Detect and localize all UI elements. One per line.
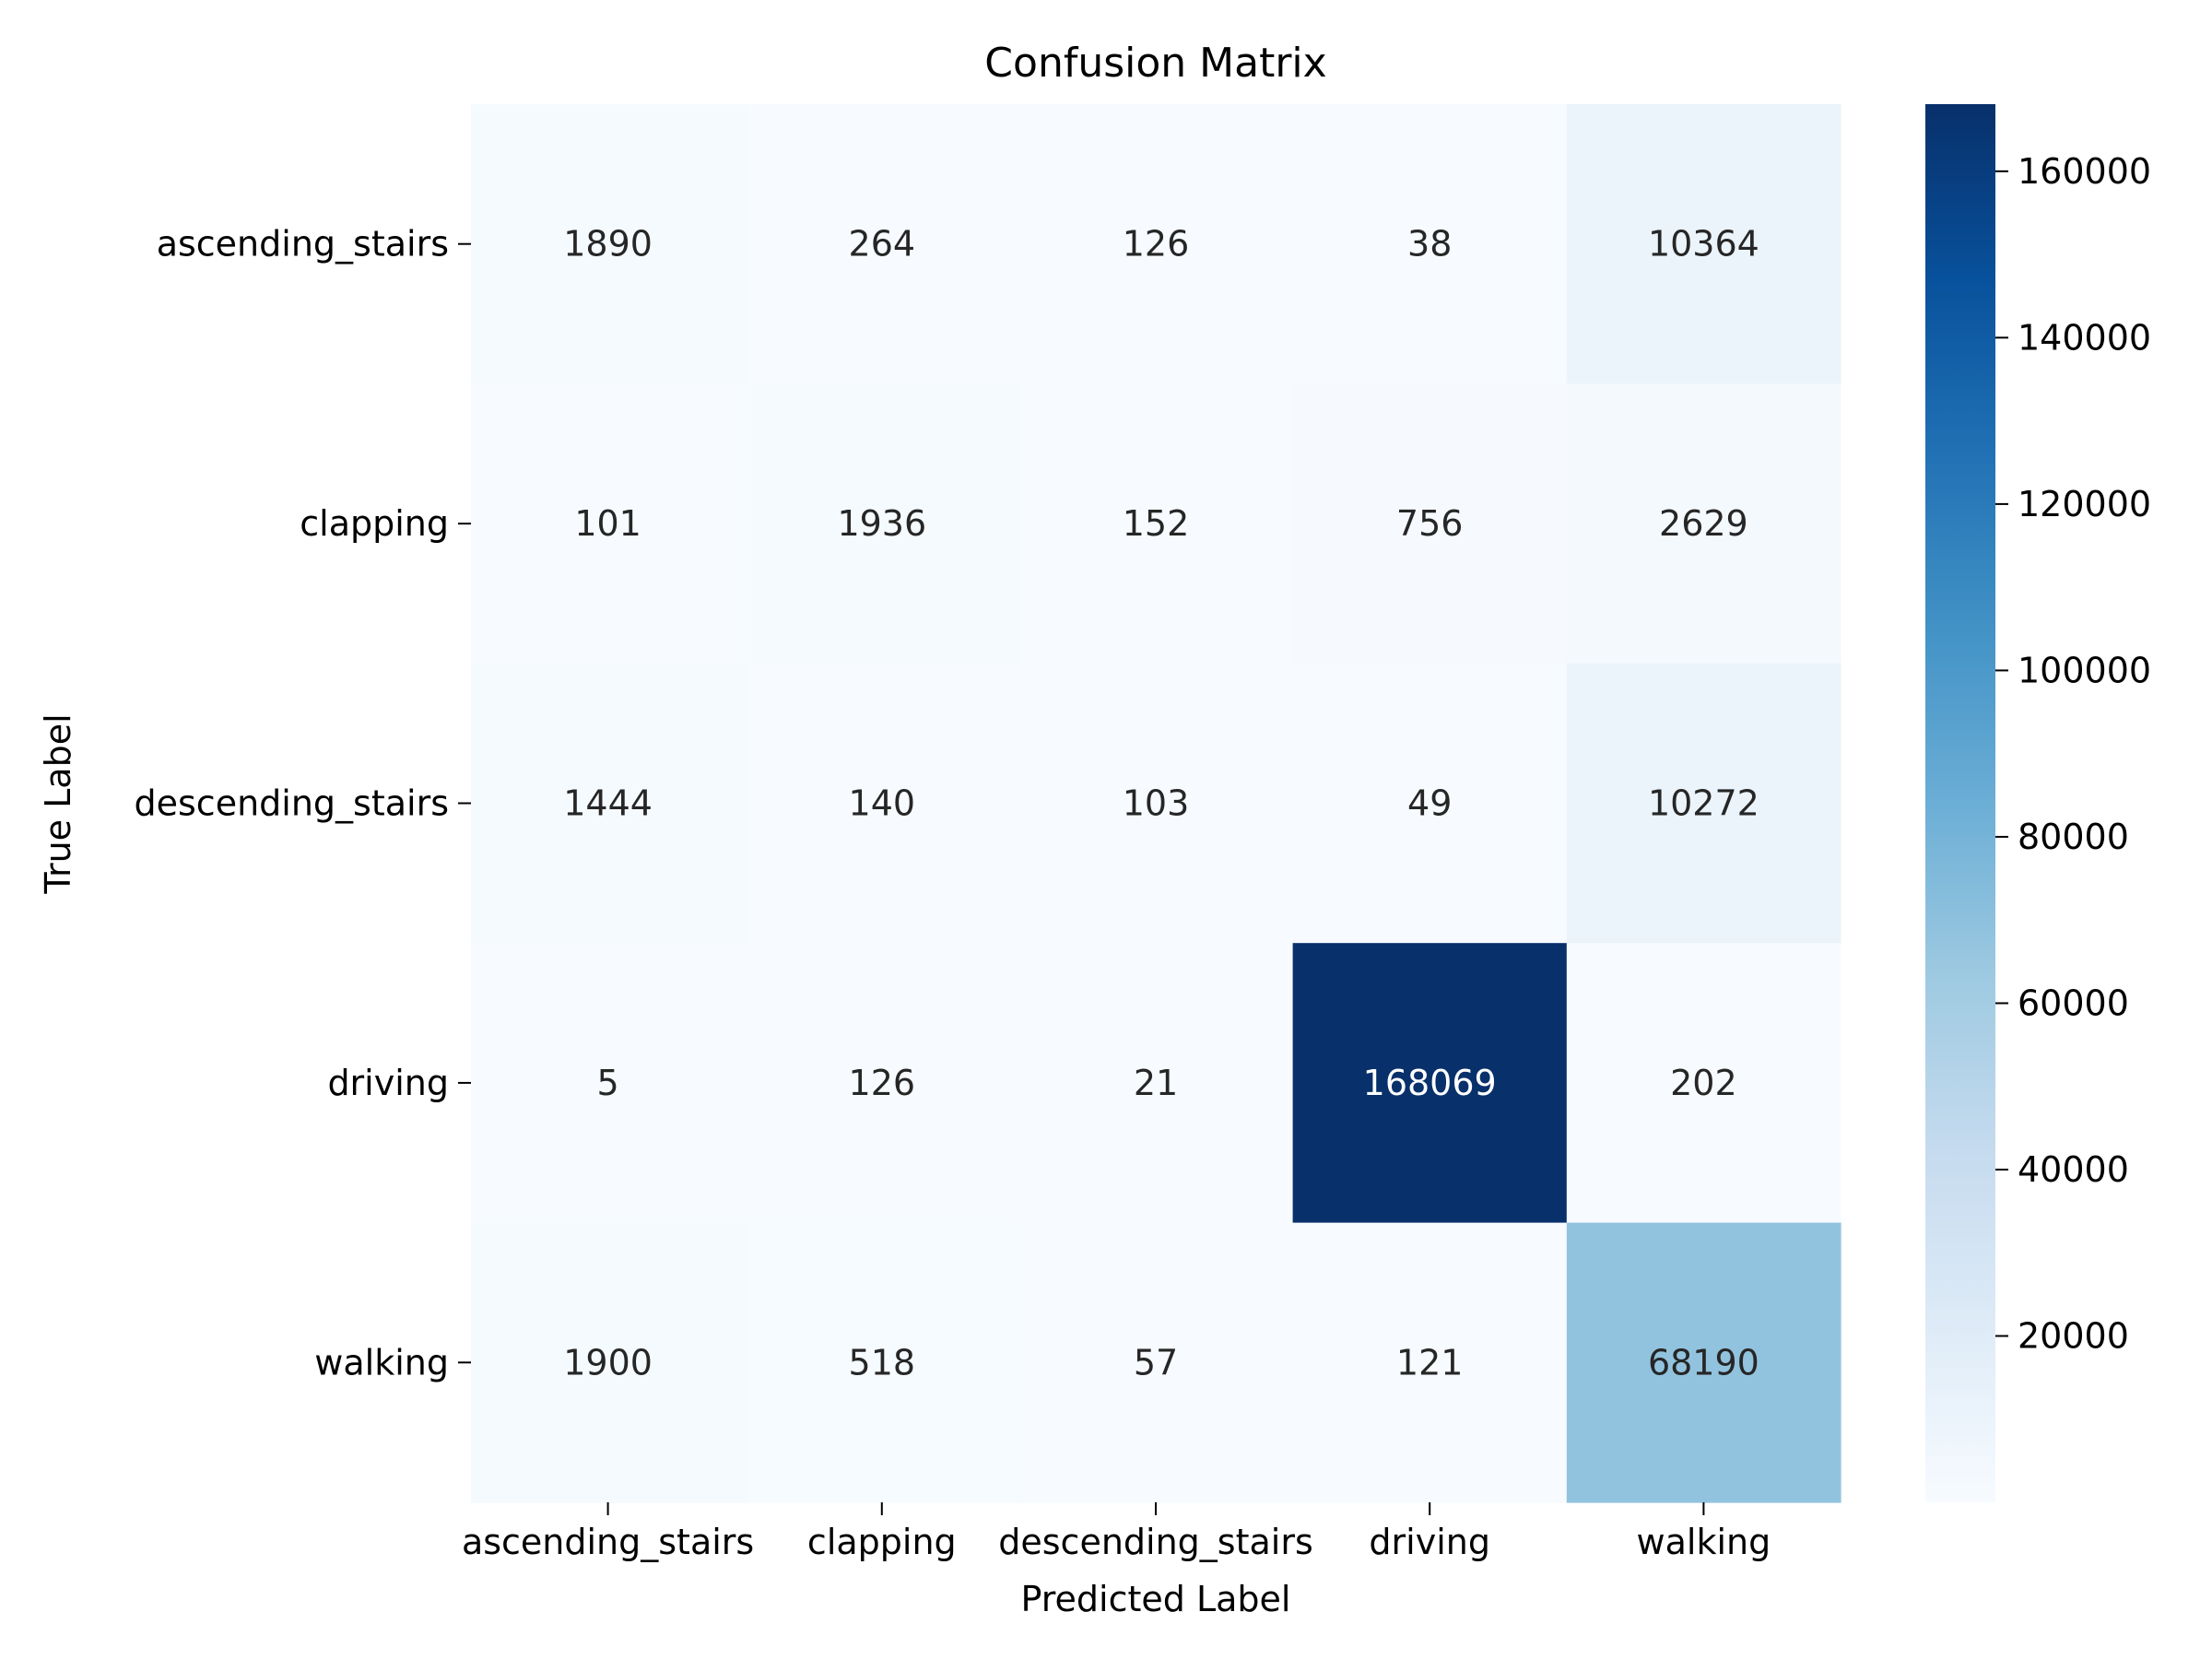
- colorbar-tick-label: 120000: [2018, 484, 2151, 524]
- y-tick-label: clapping: [300, 503, 449, 544]
- x-tick-label: driving: [1369, 1522, 1490, 1562]
- x-tick-label: ascending_stairs: [462, 1522, 754, 1562]
- cell-value-label: 264: [849, 224, 916, 265]
- colorbar-tick-label: 60000: [2018, 982, 2129, 1023]
- y-tick-label: walking: [314, 1342, 449, 1382]
- cell-value-label: 5: [597, 1063, 619, 1103]
- heatmap-cell: [1566, 104, 1841, 384]
- cell-value-label: 518: [849, 1342, 916, 1382]
- cell-value-label: 49: [1407, 783, 1452, 824]
- cell-value-label: 121: [1396, 1342, 1464, 1382]
- y-axis-ticks: ascending_stairs clapping descending_stair…: [135, 224, 471, 1382]
- cell-value-label: 126: [849, 1063, 916, 1103]
- heatmap-cell: [1292, 383, 1568, 665]
- x-axis-label: Predicted Label: [1021, 1579, 1291, 1619]
- cell-value-label: 152: [1123, 503, 1190, 544]
- colorbar-tick-label: 160000: [2018, 151, 2151, 192]
- cell-value-label: 21: [1134, 1063, 1178, 1103]
- chart-title: Confusion Matrix: [984, 40, 1326, 87]
- colorbar-ticks: 20000 40000 60000 80000 100000 120000 140000 16…: [1995, 151, 2151, 1357]
- cell-value-label: 10272: [1648, 783, 1759, 824]
- x-tick-label: walking: [1637, 1522, 1771, 1562]
- heatmap-cells: [471, 104, 1841, 1503]
- cell-value-label: 1936: [837, 503, 926, 544]
- heatmap-cell: [1566, 663, 1841, 944]
- cell-value-label: 202: [1670, 1063, 1737, 1103]
- heatmap-cell: [745, 663, 1019, 944]
- heatmap-cell: [1292, 104, 1568, 384]
- colorbar-tick-label: 20000: [2018, 1316, 2129, 1357]
- heatmap-cell: [1018, 1222, 1294, 1503]
- cell-value-label: 101: [574, 503, 641, 544]
- heatmap-cell: [1018, 663, 1294, 944]
- heatmap-cell: [471, 383, 746, 665]
- colorbar-tick-label: 100000: [2018, 650, 2151, 690]
- cell-value-label: 68190: [1648, 1342, 1759, 1382]
- heatmap-cell: [471, 943, 746, 1224]
- heatmap-cell: [1292, 663, 1568, 944]
- heatmap-cell: [745, 943, 1019, 1224]
- y-tick-label: driving: [327, 1063, 449, 1103]
- heatmap-cell: [745, 1222, 1019, 1503]
- heatmap-cell: [745, 383, 1019, 665]
- cell-value-label: 38: [1407, 224, 1452, 265]
- cell-value-label: 756: [1396, 503, 1464, 544]
- cell-value-label: 2629: [1659, 503, 1748, 544]
- heatmap-cell: [1566, 943, 1841, 1224]
- heatmap-cell: [745, 104, 1019, 384]
- cell-value-label: 103: [1123, 783, 1190, 824]
- heatmap-cell: [471, 104, 746, 384]
- y-tick-label: descending_stairs: [135, 783, 450, 824]
- heatmap-cell: [1566, 383, 1841, 665]
- heatmap-cell: [1292, 943, 1568, 1224]
- heatmap-cell: [1018, 383, 1294, 665]
- heatmap-cell: [471, 1222, 746, 1503]
- colorbar: [1925, 104, 1995, 1502]
- heatmap-cell: [1292, 1222, 1568, 1503]
- x-axis-ticks: ascending_stairs clapping descending_stair…: [462, 1502, 1771, 1562]
- colorbar-tick-label: 40000: [2018, 1149, 2129, 1190]
- colorbar-tick-label: 80000: [2018, 817, 2129, 857]
- heatmap-cell: [1018, 104, 1294, 384]
- heatmap-cell: [471, 663, 746, 944]
- cell-value-label: 140: [849, 783, 916, 824]
- cell-value-label: 57: [1134, 1342, 1178, 1382]
- cell-value-label: 1900: [563, 1342, 653, 1382]
- cell-value-label: 1444: [563, 783, 653, 824]
- x-tick-label: clapping: [807, 1522, 957, 1562]
- heatmap-cell: [1566, 1222, 1841, 1503]
- cell-value-label: 168069: [1363, 1063, 1497, 1103]
- y-axis-label: True Label: [38, 713, 78, 894]
- cell-value-label: 126: [1123, 224, 1190, 265]
- heatmap-cell: [1018, 943, 1294, 1224]
- heatmap-annotations: 1890 264 126 38 10364 101 1936 152 756 2629 1444 14…: [563, 224, 1759, 1383]
- colorbar-tick-label: 140000: [2018, 317, 2151, 358]
- cell-value-label: 1890: [563, 224, 653, 265]
- cell-value-label: 10364: [1648, 224, 1759, 265]
- y-tick-label: ascending_stairs: [157, 224, 449, 265]
- x-tick-label: descending_stairs: [998, 1522, 1313, 1562]
